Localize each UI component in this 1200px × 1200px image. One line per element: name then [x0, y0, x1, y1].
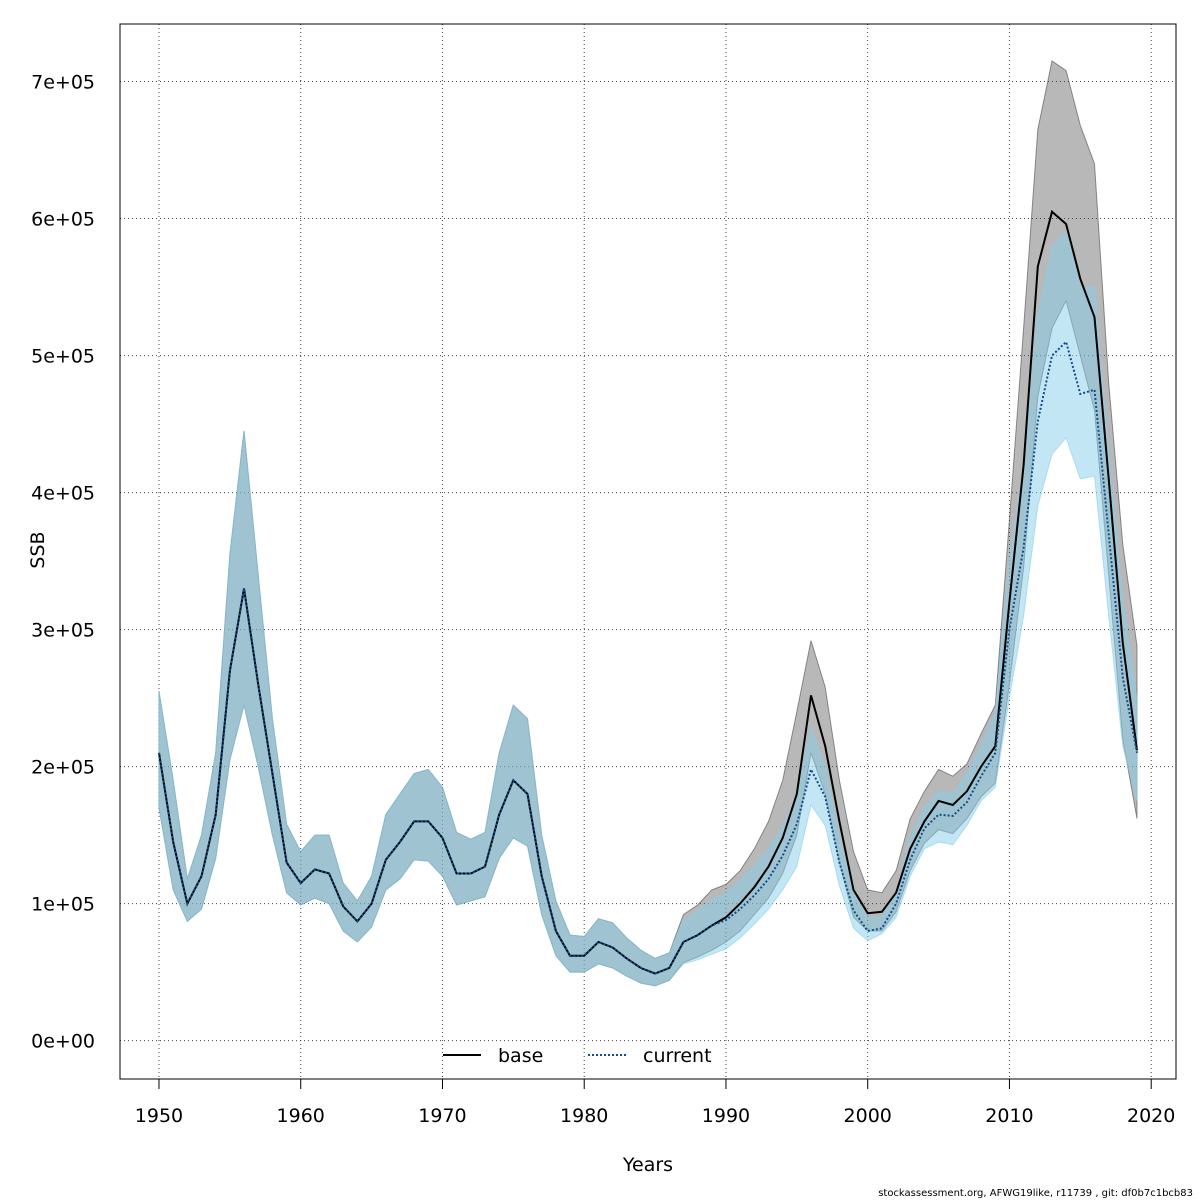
y-tick-label-2e+05: 2e+05	[31, 757, 95, 779]
x-tick-label-1970: 1970	[418, 1105, 466, 1127]
legend-base-label: base	[498, 1045, 543, 1067]
current-series-line	[158, 340, 1138, 975]
x-tick-label-2000: 2000	[844, 1105, 892, 1127]
y-tick-label-6e+05: 6e+05	[31, 209, 95, 231]
confidence-bands	[158, 60, 1138, 987]
current-confidence-band	[158, 231, 1138, 987]
x-tick-label-2010: 2010	[985, 1105, 1033, 1127]
x-axis: 1950 1960 1970 1980 1990 2000 2010 2020	[135, 1078, 1175, 1127]
x-axis-title: Years	[622, 1154, 673, 1176]
grid	[120, 24, 1176, 1079]
y-tick-label-1e+05: 1e+05	[31, 894, 95, 916]
y-tick-label-5e+05: 5e+05	[31, 346, 95, 368]
y-tick-label-0e+00: 0e+00	[31, 1031, 95, 1053]
y-axis: 0e+00 1e+05 2e+05 3e+05 4e+05 5e+05 6e+05 7e+05	[31, 72, 95, 1053]
series-lines	[158, 209, 1138, 975]
x-tick-label-2020: 2020	[1127, 1105, 1175, 1127]
legend: base current	[443, 1045, 712, 1067]
x-tick-label-1980: 1980	[560, 1105, 608, 1127]
x-tick-label-1960: 1960	[277, 1105, 325, 1127]
x-tick-label-1990: 1990	[702, 1105, 750, 1127]
footer-credit: stockassessment.org, AFWG19like, r11739 …	[878, 1188, 1193, 1199]
x-tick-label-1950: 1950	[135, 1105, 183, 1127]
y-axis-title: SSB	[27, 531, 49, 568]
legend-current-label: current	[643, 1045, 712, 1067]
y-tick-label-7e+05: 7e+05	[31, 72, 95, 94]
y-tick-label-4e+05: 4e+05	[31, 483, 95, 505]
y-tick-label-3e+05: 3e+05	[31, 620, 95, 642]
